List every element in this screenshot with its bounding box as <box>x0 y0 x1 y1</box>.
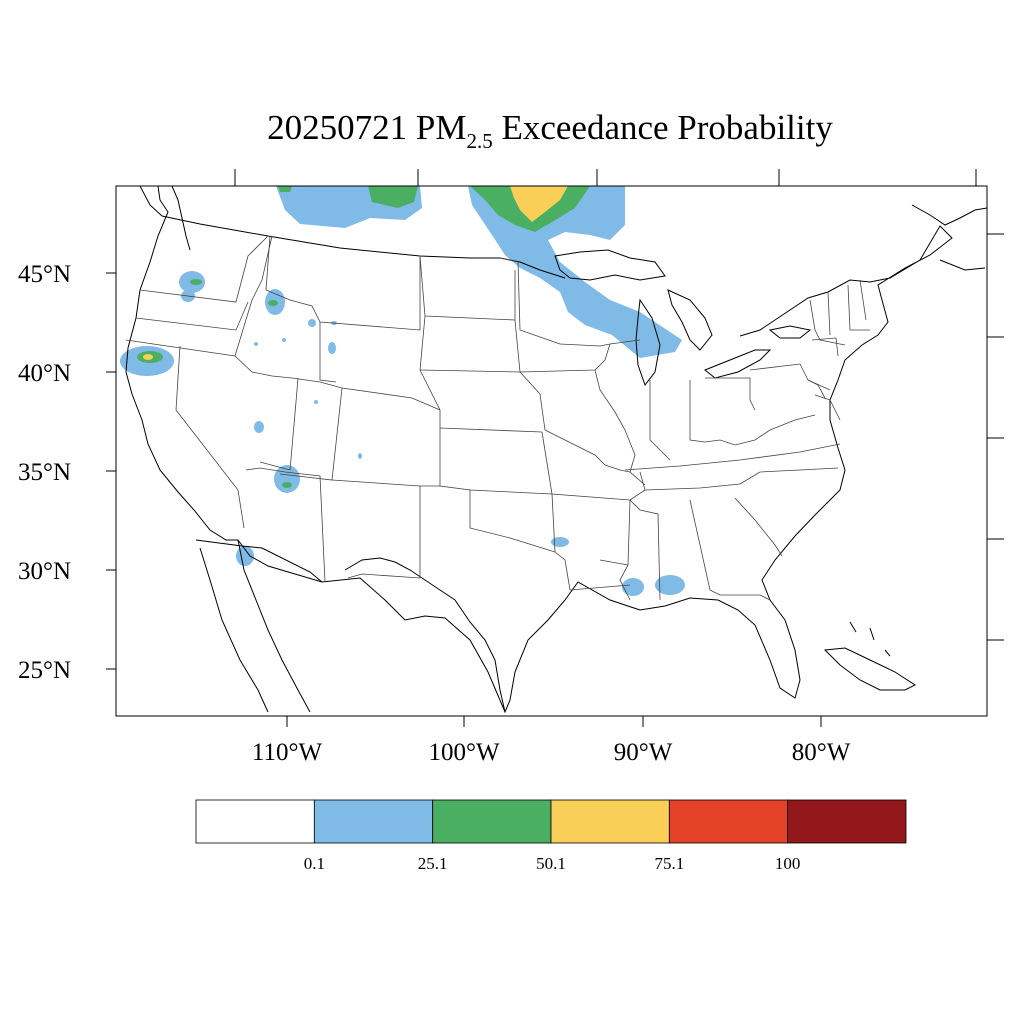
colorbar-swatch <box>313 799 434 844</box>
canada-border <box>161 215 566 279</box>
lon-label: 80°W <box>792 739 851 766</box>
lon-label: 90°W <box>614 739 673 766</box>
colorbar-swatch <box>432 799 552 844</box>
bahamas <box>849 621 891 657</box>
lake-ontario <box>768 325 812 339</box>
canada-east-coast <box>911 204 987 271</box>
colorbar-label: 50.1 <box>536 854 566 873</box>
plume-great-lakes <box>468 186 682 358</box>
colorbar-label: 0.1 <box>304 854 325 873</box>
colorbar-label: 25.1 <box>418 854 448 873</box>
lat-label: 40°N <box>18 360 71 387</box>
lake-erie <box>704 349 772 379</box>
colorbar-label: 75.1 <box>654 854 684 873</box>
cuba <box>823 647 917 691</box>
lat-label: 25°N <box>18 657 71 684</box>
axis-ticks <box>106 169 1004 727</box>
colorbar-swatch <box>668 799 789 844</box>
plume-canada-east-yellow <box>510 186 568 222</box>
fire-utah <box>254 421 264 433</box>
plume-canada-west-green <box>368 186 418 208</box>
map-title: 20250721 PM2.5 Exceedance Probability <box>267 108 833 153</box>
plume-canada-west-green2 <box>278 186 292 192</box>
colorbar-swatch <box>787 799 907 844</box>
lake-michigan <box>635 298 661 387</box>
latitude-labels: 45°N 40°N 35°N 30°N 25°N <box>18 261 71 684</box>
fire-alabama <box>655 575 685 595</box>
colorbar: 0.1 25.1 50.1 75.1 100 <box>195 799 907 873</box>
lat-label: 30°N <box>18 558 71 585</box>
baja <box>199 547 269 713</box>
lat-label: 45°N <box>18 261 71 288</box>
longitude-labels: 110°W 100°W 90°W 80°W <box>252 739 851 766</box>
hudson-area <box>139 186 191 251</box>
lake-huron <box>667 289 713 351</box>
colorbar-label: 100 <box>775 854 801 873</box>
mexico-border <box>195 539 323 583</box>
mexico-coast <box>344 557 506 713</box>
coastlines-and-borders <box>125 186 987 714</box>
fire-arizona-n <box>274 465 300 493</box>
gulf-california <box>237 539 311 713</box>
lake-superior <box>554 249 666 281</box>
map-frame <box>115 185 988 717</box>
colorbar-swatch <box>550 799 670 844</box>
lon-label: 110°W <box>252 739 323 766</box>
us-outline <box>125 186 953 714</box>
lon-label: 100°W <box>428 739 499 766</box>
state-borders <box>125 235 870 601</box>
colorbar-swatch <box>195 799 315 844</box>
fire-mississippi <box>622 578 644 596</box>
fire-arkansas <box>551 537 569 547</box>
lat-label: 35°N <box>18 459 71 486</box>
